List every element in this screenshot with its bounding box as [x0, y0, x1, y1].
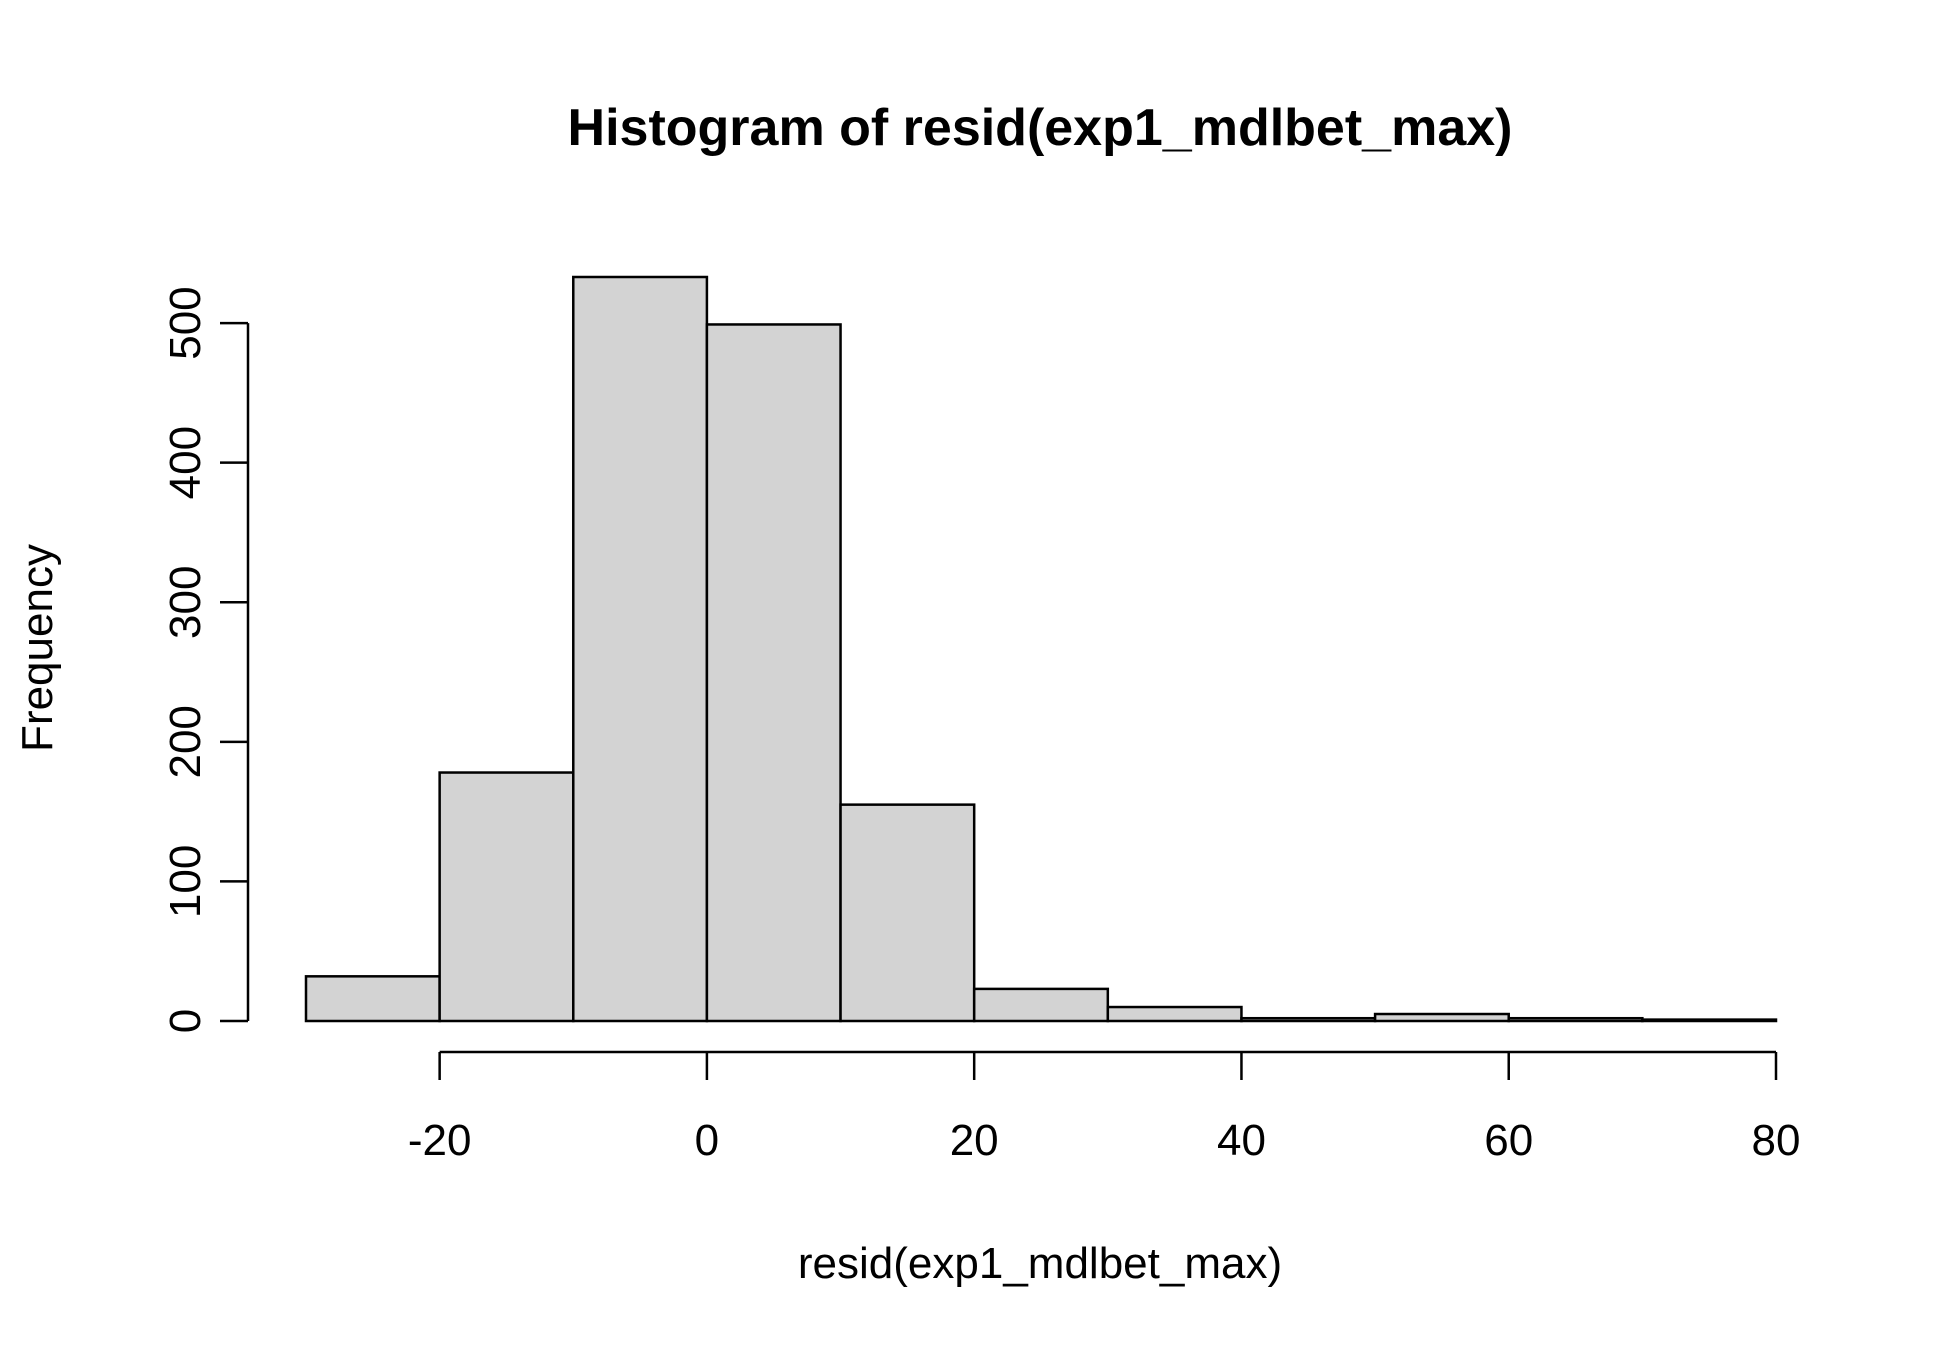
histogram-bar [972, 987, 1110, 1023]
histogram-bar [1373, 1012, 1510, 1023]
x-axis: -20 0 20 40 60 80 [408, 1050, 1801, 1165]
x-tick-label: 20 [950, 1116, 999, 1165]
histogram-bar [839, 803, 976, 1023]
histogram-bar [1240, 1016, 1377, 1023]
y-tick-label: 500 [161, 286, 210, 359]
histogram-bar [1106, 1005, 1243, 1023]
y-tick-label: 0 [161, 1009, 210, 1033]
histogram-bar [1641, 1018, 1778, 1023]
histogram-bar [438, 771, 575, 1023]
y-axis: 0 100 200 300 400 500 [161, 286, 250, 1033]
x-tick-label: 80 [1752, 1116, 1801, 1165]
histogram-bar [1507, 1016, 1644, 1023]
x-axis-label: resid(exp1_mdlbet_max) [798, 1239, 1282, 1288]
y-tick-label: 200 [161, 705, 210, 778]
y-tick-label: 300 [161, 566, 210, 639]
histogram-bar [705, 323, 842, 1023]
x-tick-label: -20 [408, 1116, 472, 1165]
x-tick-label: 0 [695, 1116, 719, 1165]
bars-group [304, 275, 1778, 1023]
histogram-bar [572, 275, 709, 1023]
x-tick-label: 40 [1217, 1116, 1266, 1165]
histogram-bar [304, 975, 441, 1023]
y-axis-label: Frequency [13, 544, 62, 752]
y-tick-label: 400 [161, 426, 210, 499]
x-tick-label: 60 [1484, 1116, 1533, 1165]
y-tick-label: 100 [161, 845, 210, 918]
chart-title: Histogram of resid(exp1_mdlbet_max) [568, 99, 1513, 157]
